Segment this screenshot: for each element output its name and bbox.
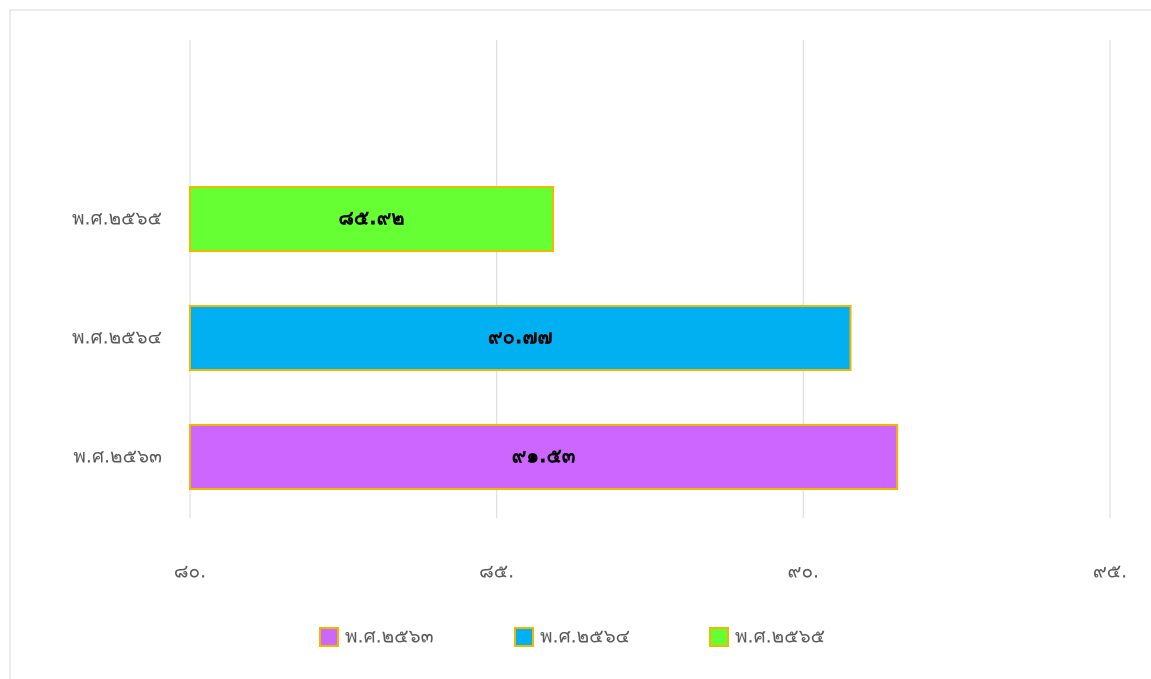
y-tick-label: พ.ศ.๒๕๖๓: [73, 446, 162, 468]
legend-label: พ.ศ.๒๕๖๕: [735, 626, 825, 648]
y-tick-label: พ.ศ.๒๕๖๔: [72, 327, 162, 349]
x-tick-label: ๙๐.: [788, 561, 820, 583]
bar: [189, 186, 555, 252]
legend-label: พ.ศ.๒๕๖๓: [345, 626, 434, 648]
x-tick-label: ๘๕.: [479, 561, 514, 583]
bar: [189, 424, 899, 490]
legend-swatch: [514, 627, 534, 647]
data-label: ๙๑.๕๓: [512, 444, 576, 468]
x-tick-label: ๙๕.: [1093, 561, 1127, 583]
data-label: ๙๐.๗๗: [488, 325, 553, 349]
y-tick-label: พ.ศ.๒๕๖๕: [72, 208, 162, 230]
data-label: ๘๕.๙๒: [339, 206, 405, 230]
x-tick-label: ๘๐.: [174, 561, 206, 583]
legend-label: พ.ศ.๒๕๖๔: [540, 626, 630, 648]
legend-swatch: [319, 627, 339, 647]
bar: [189, 305, 852, 371]
legend-swatch: [709, 627, 729, 647]
